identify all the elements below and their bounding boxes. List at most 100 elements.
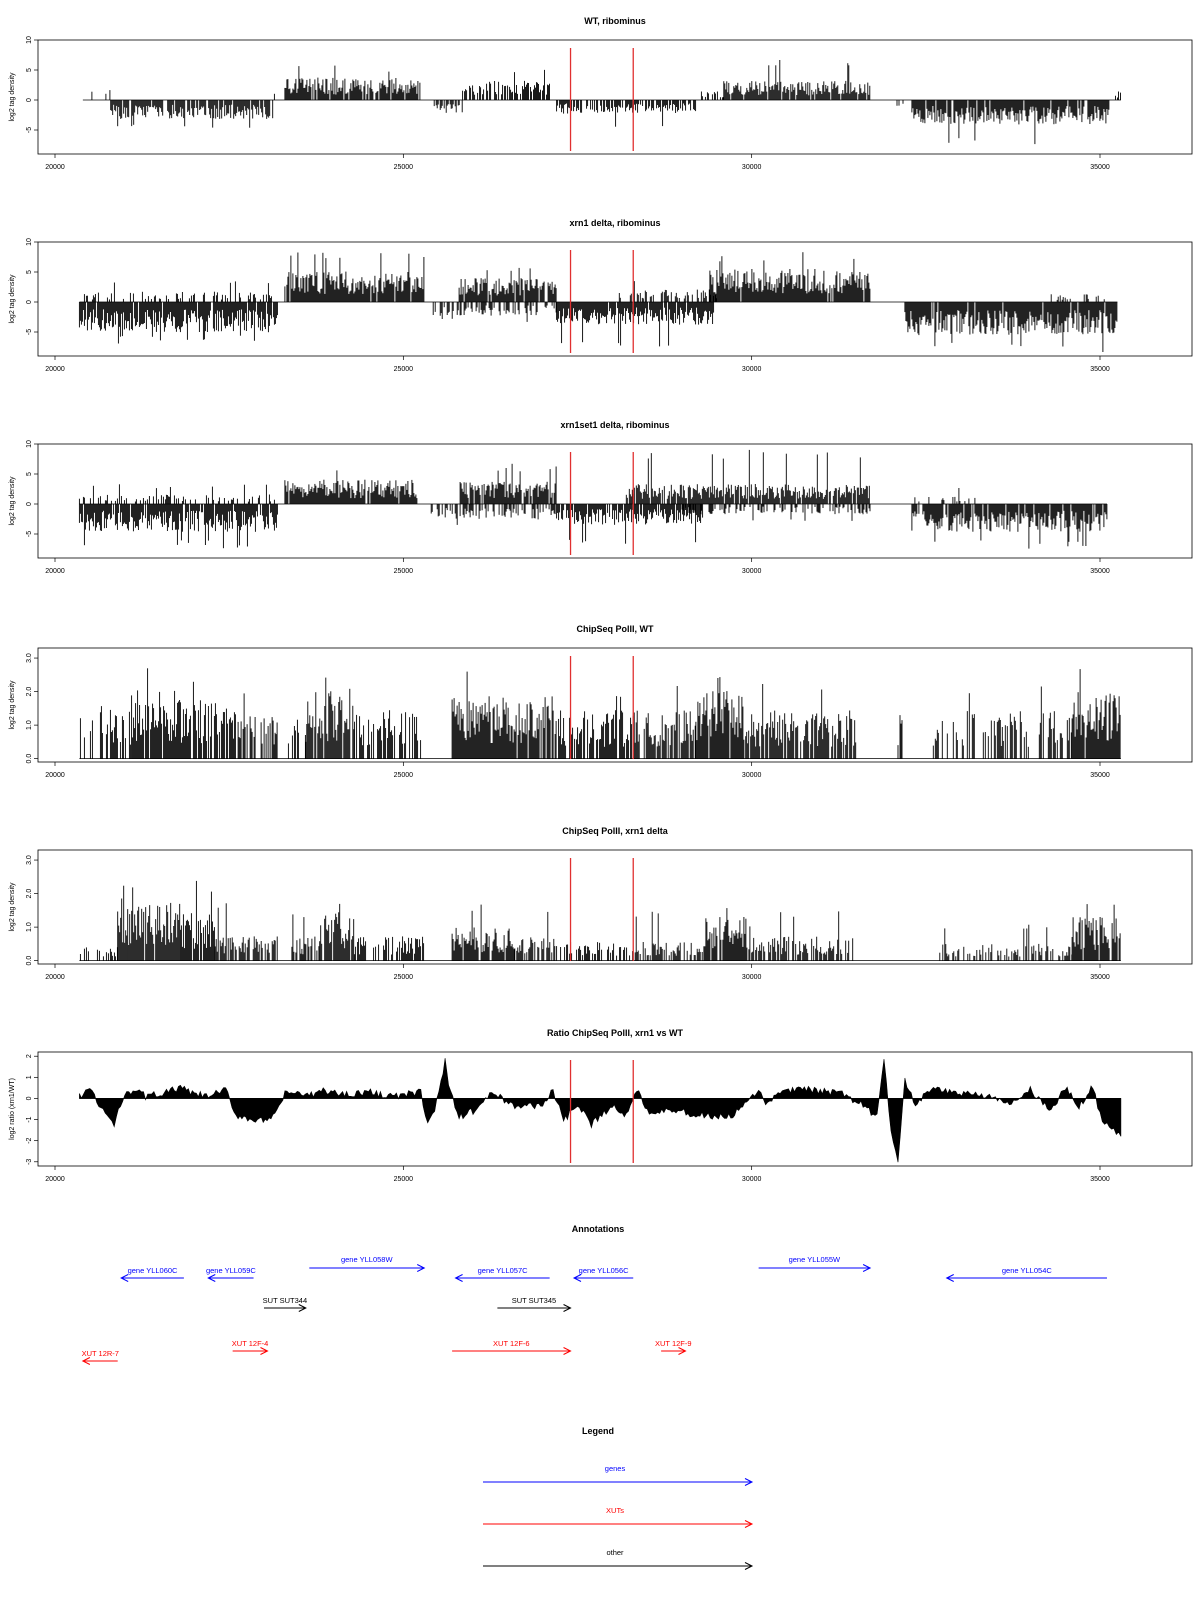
x-tick-label: 30000	[742, 568, 762, 575]
track-panel-2: xrn1 delta, ribominus 10 5 0 -5 log2 tag dens…	[9, 218, 1193, 373]
feature-genes: gene YLL059C	[206, 1266, 256, 1282]
track-panel-3: xrn1set1 delta, ribominus 10 5 0 -5 log2 tag …	[9, 420, 1193, 575]
feature-label: XUT 12R-7	[82, 1349, 119, 1358]
y-tick-label: -2	[26, 1137, 33, 1143]
y-tick-label: -5	[26, 127, 33, 133]
y-tick-label: 10	[26, 36, 33, 44]
panel-title: xrn1set1 delta, ribominus	[560, 420, 669, 430]
arrow-head	[678, 1347, 687, 1355]
plot-frame	[37, 849, 1193, 965]
legend-items: genes XUTs other	[483, 1464, 754, 1570]
track-panel-1: WT, ribominus 10 5 0 -5 log2 tag density 20000…	[9, 16, 1193, 171]
arrow-head	[120, 1274, 129, 1282]
density-bars	[78, 252, 1118, 352]
legend-item-genes: genes	[483, 1464, 754, 1486]
y-tick-label: 0	[26, 502, 33, 506]
feature-arrows: gene YLL060C gene YLL059C gene YLL058W gene…	[82, 1255, 1107, 1365]
y-tick-label: 0.0	[26, 754, 33, 764]
x-tick-label: 30000	[742, 366, 762, 373]
arrow-head	[454, 1274, 463, 1282]
y-axis-label: log2 ratio (xrn1/WT)	[9, 1078, 16, 1140]
y-axis-label: log2 tag density	[9, 882, 16, 932]
arrow-head	[207, 1274, 216, 1282]
y-tick-label: 5	[26, 68, 33, 72]
density-bars	[78, 449, 1108, 549]
y-tick-label: 2	[26, 1054, 33, 1058]
y-axis-label: log2 tag density	[9, 476, 16, 526]
legend-panel: Legend genes XUTs other	[483, 1426, 754, 1570]
annotations-panel: Annotations gene YLL060C gene YLL059Cgene…	[82, 1224, 1107, 1365]
arrow-head	[744, 1562, 754, 1570]
panel-title: ChipSeq PolII, xrn1 delta	[562, 826, 669, 836]
feature-label: gene YLL057C	[478, 1266, 528, 1275]
arrow-head	[945, 1274, 954, 1282]
y-tick-label: 3.0	[26, 653, 33, 663]
feature-genes: gene YLL056C	[572, 1266, 634, 1282]
feature-xuts: XUT 12R-7	[82, 1349, 119, 1365]
feature-other: SUT SUT344	[263, 1296, 307, 1312]
x-tick-label: 35000	[1090, 164, 1110, 171]
feature-label: SUT SUT344	[263, 1296, 307, 1305]
feature-label: XUT 12F-4	[232, 1339, 269, 1348]
panel-title: ChipSeq PolII, WT	[577, 624, 654, 634]
y-tick-label: -3	[26, 1159, 33, 1165]
x-tick-label: 20000	[45, 1176, 65, 1183]
track-panel-4: ChipSeq PolII, WT 3.0 2.0 1.0 0.0 log2 tag de…	[9, 624, 1193, 779]
y-tick-label: 2.0	[26, 687, 33, 697]
y-tick-label: 0	[26, 300, 33, 304]
x-tick-label: 20000	[45, 366, 65, 373]
y-tick-label: 0.0	[26, 956, 33, 966]
arrow-head	[563, 1347, 572, 1355]
feature-label: gene YLL058W	[341, 1255, 393, 1264]
feature-label: XUT 12F-6	[493, 1339, 530, 1348]
y-tick-label: 3.0	[26, 855, 33, 865]
x-tick-label: 35000	[1090, 772, 1110, 779]
plot-frame	[37, 1051, 1193, 1167]
feature-label: gene YLL056C	[579, 1266, 629, 1275]
y-tick-label: 1.0	[26, 922, 33, 932]
x-tick-label: 25000	[394, 366, 414, 373]
feature-label: gene YLL054C	[1002, 1266, 1052, 1275]
y-tick-label: 0	[26, 98, 33, 102]
panel-title: WT, ribominus	[584, 16, 646, 26]
feature-genes: gene YLL058W	[309, 1255, 426, 1272]
track-panel-6: Ratio ChipSeq PolII, xrn1 vs WT 2 1 0 -1 -2 -3…	[9, 1028, 1193, 1183]
x-tick-label: 25000	[394, 1176, 414, 1183]
x-tick-label: 20000	[45, 568, 65, 575]
feature-xuts: XUT 12F-6	[452, 1339, 572, 1355]
x-tick-label: 20000	[45, 974, 65, 981]
density-bars	[79, 668, 1121, 759]
plot-frame	[37, 241, 1193, 357]
x-tick-label: 20000	[45, 772, 65, 779]
panel-title: Ratio ChipSeq PolII, xrn1 vs WT	[547, 1028, 684, 1038]
feature-label: gene YLL059C	[206, 1266, 256, 1275]
x-tick-label: 30000	[742, 772, 762, 779]
y-tick-label: 10	[26, 238, 33, 246]
plot-frame	[37, 647, 1193, 763]
x-tick-label: 20000	[45, 164, 65, 171]
arrow-head	[862, 1264, 872, 1272]
feature-xuts: XUT 12F-9	[655, 1339, 692, 1355]
density-bars	[91, 60, 1121, 145]
feature-label: XUT 12F-9	[655, 1339, 692, 1348]
y-tick-label: 1	[26, 1075, 33, 1079]
x-tick-label: 25000	[394, 772, 414, 779]
arrow-head	[417, 1264, 426, 1272]
feature-genes: gene YLL057C	[454, 1266, 550, 1282]
arrow-head	[744, 1520, 754, 1528]
x-tick-label: 35000	[1090, 1176, 1110, 1183]
feature-genes: gene YLL055W	[758, 1255, 872, 1272]
y-tick-label: -5	[26, 531, 33, 537]
plot-frame	[37, 443, 1193, 559]
x-tick-label: 25000	[394, 974, 414, 981]
x-tick-label: 30000	[742, 1176, 762, 1183]
y-tick-label: 2.0	[26, 889, 33, 899]
arrow-head	[744, 1478, 754, 1486]
x-tick-label: 35000	[1090, 568, 1110, 575]
legend-item-xuts: XUTs	[483, 1506, 754, 1528]
plot-frame	[37, 39, 1193, 155]
arrow-head	[298, 1304, 307, 1312]
y-tick-label: 5	[26, 270, 33, 274]
